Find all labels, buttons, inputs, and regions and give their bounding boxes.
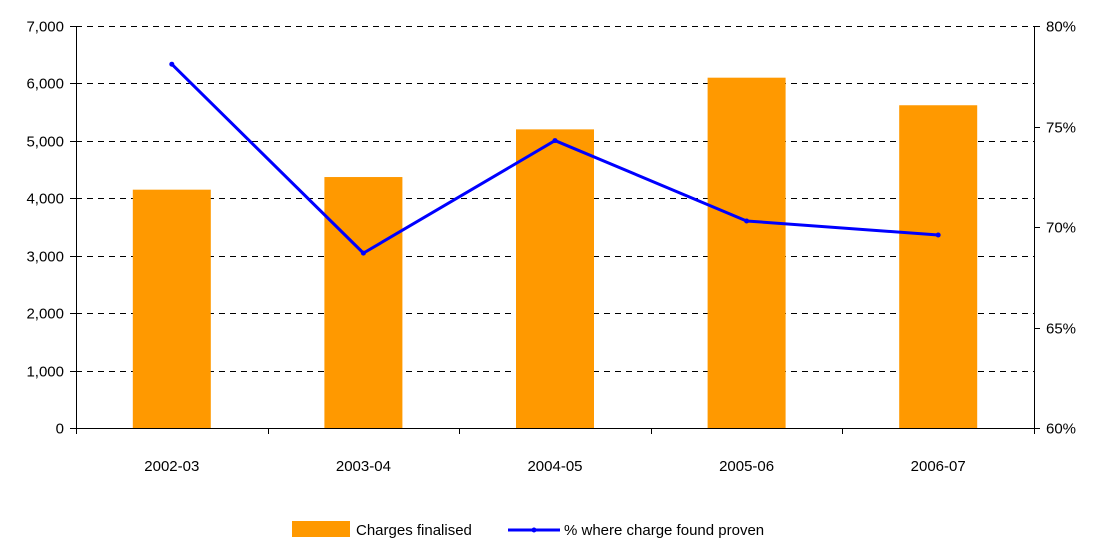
right-tick-label-75: 75% [1046, 120, 1076, 137]
line-point-2004-05 [552, 138, 558, 144]
tick-labels: 0 1,000 2,000 3,000 4,000 5,000 6,000 7,000 60% 6… [26, 19, 1076, 476]
x-tick-label-2005-06: 2005-06 [719, 458, 774, 475]
left-tick-label-6000: 6,000 [26, 76, 64, 93]
left-tick-label-4000: 4,000 [26, 191, 64, 208]
legend-swatch-charges-finalised [292, 521, 350, 537]
bar-2005-06 [707, 77, 786, 428]
bar-2002-03 [132, 189, 211, 428]
left-tick-label-3000: 3,000 [26, 249, 64, 266]
bar-2003-04 [324, 177, 403, 428]
x-tick-label-2004-05: 2004-05 [527, 458, 582, 475]
line-point-2002-03 [169, 61, 175, 67]
legend-label-charges-finalised: Charges finalised [356, 522, 472, 539]
right-tick-label-65: 65% [1046, 321, 1076, 338]
right-tick-label-80: 80% [1046, 19, 1076, 36]
right-tick-label-60: 60% [1046, 421, 1076, 438]
legend: Charges finalised % where charge found p… [292, 521, 764, 539]
left-tick-label-0: 0 [56, 421, 64, 438]
line-point-2005-06 [744, 218, 750, 224]
x-tick-label-2002-03: 2002-03 [144, 458, 199, 475]
line-point-2006-07 [935, 232, 941, 238]
x-tick-label-2006-07: 2006-07 [911, 458, 966, 475]
left-tick-label-7000: 7,000 [26, 19, 64, 36]
bar-series [132, 77, 978, 428]
line-point-2003-04 [360, 250, 366, 256]
x-tick-label-2003-04: 2003-04 [336, 458, 391, 475]
line-series [169, 61, 941, 256]
legend-swatch-proven-marker [531, 527, 537, 533]
bar-2004-05 [516, 129, 594, 428]
axes [70, 26, 1040, 434]
left-tick-label-1000: 1,000 [26, 364, 64, 381]
right-tick-label-70: 70% [1046, 220, 1076, 237]
left-tick-label-5000: 5,000 [26, 134, 64, 151]
left-tick-label-2000: 2,000 [26, 306, 64, 323]
legend-label-proven: % where charge found proven [564, 522, 764, 539]
bar-2006-07 [899, 105, 978, 428]
